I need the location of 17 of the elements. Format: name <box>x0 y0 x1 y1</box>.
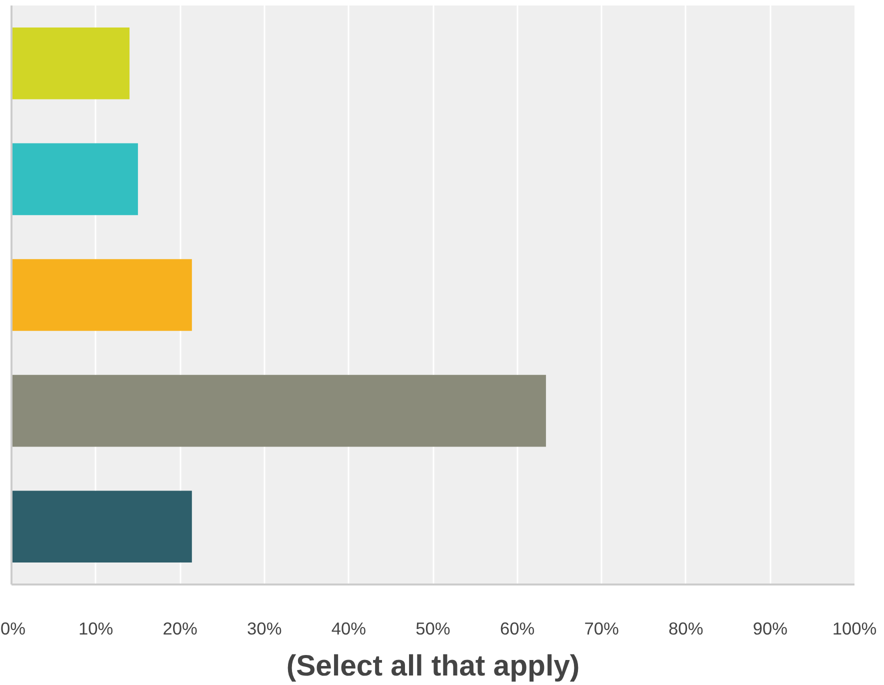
x-tick-label: 90% <box>752 618 788 638</box>
bar <box>12 374 546 447</box>
x-tick-label: 80% <box>668 618 704 638</box>
x-tick-label: 60% <box>500 618 535 638</box>
bar <box>12 28 130 100</box>
x-tick-label: 40% <box>331 618 366 638</box>
x-tick-label: 30% <box>247 618 282 638</box>
x-axis-title: (Select all that apply) <box>286 650 580 682</box>
x-tick-label: 10% <box>78 618 114 638</box>
bar <box>12 143 138 216</box>
x-tick-label: 50% <box>416 618 450 638</box>
x-tick-label: 0% <box>0 618 26 638</box>
bar <box>12 490 192 562</box>
bar <box>12 259 192 331</box>
x-tick-label: 70% <box>584 618 619 638</box>
x-tick-label: 100% <box>832 618 877 638</box>
x-tick-label: 20% <box>162 618 198 638</box>
